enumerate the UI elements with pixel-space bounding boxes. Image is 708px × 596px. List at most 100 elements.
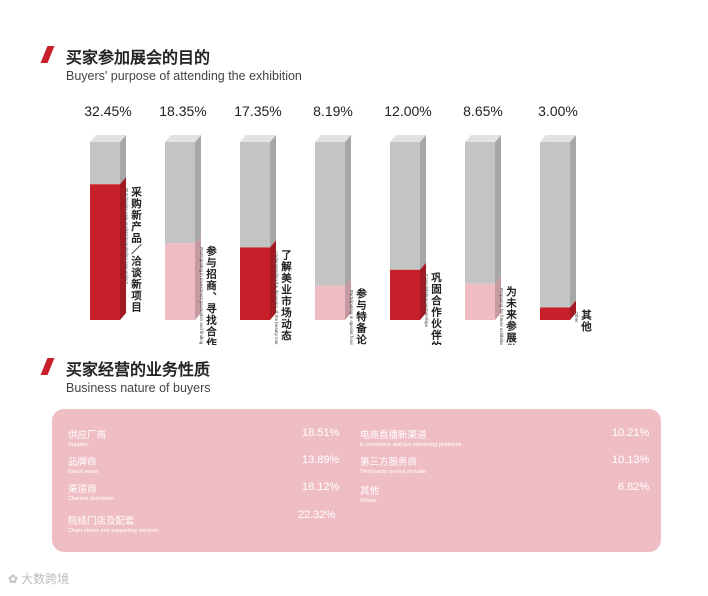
data-label: 12.00%: [384, 103, 431, 119]
category-label-en: Other: [574, 311, 579, 323]
biz-item-brand-owner: 品牌商 Brand owner: [68, 454, 99, 475]
biz-label-en: Third-party service provider: [360, 469, 427, 475]
business-title-en: Business nature of buyers: [66, 381, 211, 395]
data-label: 18.35%: [159, 103, 206, 119]
column-top-face: [165, 135, 201, 142]
biz-item-chain-stores: 院线门店及配套 Chain stores and supporting serv…: [68, 513, 159, 534]
biz-item-others: 其他 Others: [360, 483, 379, 504]
column-empty-part: [240, 142, 270, 248]
column-empty-side: [195, 135, 201, 244]
accent-slash-icon: [40, 358, 55, 375]
column-bar: [240, 247, 270, 320]
column-bar-side: [120, 177, 126, 320]
column-bar-side: [570, 300, 576, 320]
biz-label-en: Others: [360, 498, 377, 504]
category-label-cn: 其他: [580, 309, 592, 333]
category-label-en: Participating in investment promotion an…: [199, 247, 204, 345]
business-title-cn: 买家经营的业务性质: [66, 360, 211, 379]
column-top-face: [465, 135, 501, 142]
column-top-face: [390, 135, 426, 142]
column-empty-part: [390, 142, 420, 270]
biz-label-en: Channel distributor: [68, 496, 115, 502]
category-label-cn: 了解美业市场动态 对接行业优质资源: [280, 249, 292, 345]
category-label-cn: 参与招商、寻找合作伙伴: [205, 244, 217, 345]
purpose-title-cn: 买家参加展会的目的: [66, 48, 211, 67]
category-label-cn: 为未来参展做准备: [505, 285, 517, 345]
column-bar: [165, 243, 195, 320]
biz-label-cn: 品牌商: [68, 457, 97, 468]
biz-value-third-party: 10.13%: [612, 454, 650, 466]
category-label-cn: 巩固合作伙伴的关系: [430, 272, 442, 345]
biz-value-ecommerce: 10.21%: [612, 427, 650, 439]
column-bar-side: [420, 262, 426, 320]
column-bar: [540, 307, 570, 320]
column-bar: [90, 184, 120, 320]
biz-label-cn: 供应厂商: [68, 430, 107, 441]
biz-label-cn: 第三方服务商: [360, 457, 418, 468]
column-bar-side: [195, 236, 201, 320]
column-bar-side: [495, 276, 501, 320]
column-empty-side: [345, 135, 351, 286]
category-label-cn: 采购新产品／洽谈新项目: [130, 186, 142, 313]
column-empty-side: [270, 135, 276, 248]
category-label-en: Consolidating partnerships: [424, 274, 429, 328]
column-top-face: [315, 135, 351, 142]
column-empty-side: [495, 135, 501, 284]
biz-item-ecommerce: 电商直播新渠道 E-commerce and live streaming pl…: [360, 427, 461, 448]
chart-column: 17.35% 了解美业市场动态 对接行业优质资源Understanding the…: [234, 103, 292, 345]
column-empty-part: [315, 142, 345, 286]
biz-label-en: E-commerce and live streaming platforms: [360, 442, 462, 448]
data-label: 8.65%: [463, 103, 503, 119]
data-label: 32.45%: [84, 103, 131, 119]
biz-label-en: Supplier: [68, 442, 89, 448]
biz-label-cn: 院线门店及配套: [68, 516, 135, 527]
category-label-en: Purchasing new product/negotiating new p…: [124, 188, 129, 285]
biz-item-third-party: 第三方服务商 Third-party service provider: [360, 454, 427, 475]
category-label-en: Preparing for future exhibition: [499, 288, 504, 345]
business-nature-panel: 供应厂商 Supplier 18.51% 品牌商 Brand owner 13.…: [52, 409, 661, 552]
lotus-logo-icon: ✿: [8, 572, 19, 586]
column-empty-part: [540, 142, 570, 308]
category-label-cn: 参与特备论坛活动: [355, 287, 367, 345]
data-label: 3.00%: [538, 103, 578, 119]
watermark: ✿ 大数跨境: [8, 570, 69, 587]
data-label: 8.19%: [313, 103, 353, 119]
biz-value-supplier: 18.51%: [302, 427, 340, 439]
column-empty-side: [420, 135, 426, 270]
biz-label-cn: 其他: [360, 486, 380, 497]
biz-label-en: Brand owner: [68, 469, 100, 475]
column-top-face: [540, 135, 576, 142]
category-label-en: Participating in special forum activitie…: [349, 290, 354, 345]
watermark-text: 大数跨境: [21, 572, 70, 586]
column-empty-part: [90, 142, 120, 185]
biz-value-channel: 18.12%: [302, 481, 340, 493]
column-empty-part: [465, 142, 495, 284]
column-bar-side: [345, 278, 351, 320]
biz-value-chain-stores: 22.32%: [298, 509, 336, 521]
purpose-title-en: Buyers' purpose of attending the exhibit…: [66, 69, 302, 83]
biz-value-others: 6.82%: [618, 481, 650, 493]
biz-label-en: Chain stores and supporting services: [68, 528, 159, 534]
data-label: 17.35%: [234, 103, 281, 119]
biz-label-cn: 渠道商: [68, 484, 97, 495]
biz-label-cn: 电商直播新渠道: [360, 430, 427, 441]
biz-item-supplier: 供应厂商 Supplier: [68, 427, 106, 448]
biz-value-brand-owner: 13.89%: [302, 454, 340, 466]
column-bar: [390, 269, 420, 320]
column-empty-side: [570, 135, 576, 308]
column-empty-part: [165, 142, 195, 244]
column-empty-side: [120, 135, 126, 185]
column-bar-side: [270, 240, 276, 320]
column-top-face: [240, 135, 276, 142]
column-bar: [465, 283, 495, 320]
column-top-face: [90, 135, 126, 142]
biz-item-channel: 渠道商 Channel distributor: [68, 481, 114, 502]
category-label-en: Understanding the dynamics of the beauty…: [274, 251, 279, 345]
column-bar: [315, 285, 345, 320]
